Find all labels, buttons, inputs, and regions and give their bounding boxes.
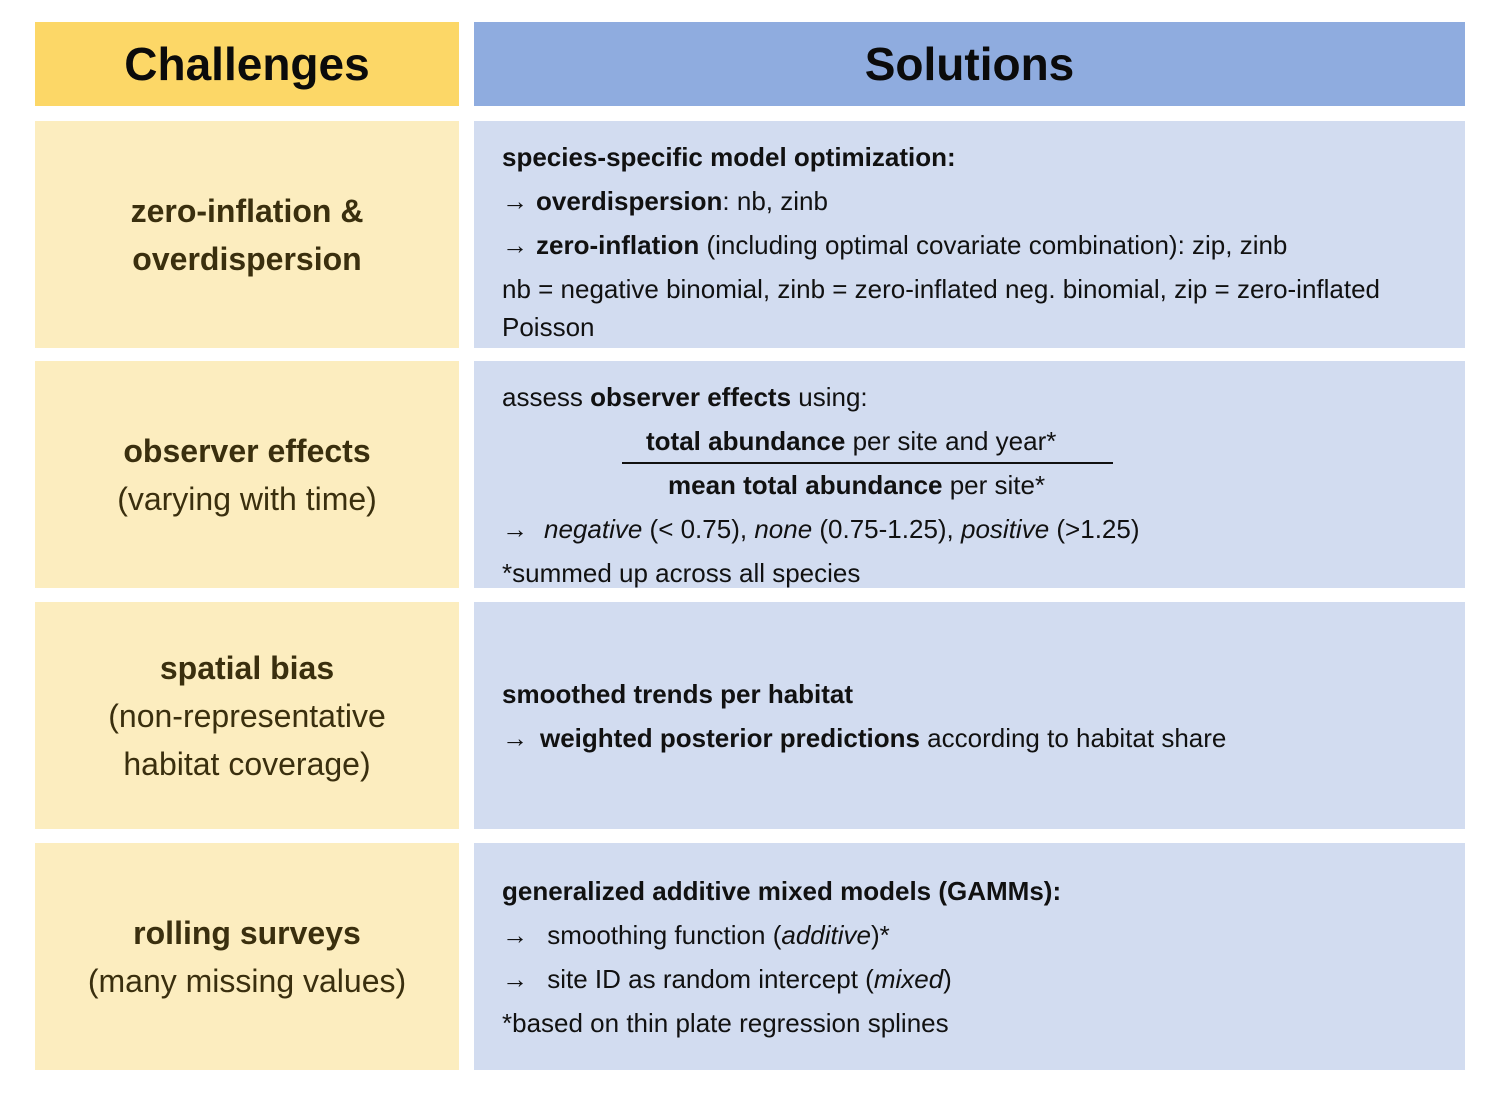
solution-spatial-bias: smoothed trends per habitat → weighted po…: [474, 602, 1465, 829]
fraction-numerator: total abundance per site and year*: [502, 419, 1437, 463]
challenge-zero-inflation: zero-inflation & overdispersion: [35, 121, 459, 348]
solutions-header-label: Solutions: [864, 38, 1075, 90]
solution-abbreviation-note: nb = negative binomial, zinb = zero-infl…: [502, 274, 1381, 342]
solution-item-overdispersion: → overdispersion: nb, zinb: [502, 179, 1437, 223]
solution-categories: → negative (< 0.75), none (0.75-1.25), po…: [502, 507, 1437, 551]
challenge-subtitle: (varying with time): [117, 480, 377, 517]
numerator-bold: total abundance: [646, 426, 846, 456]
fraction-bar: [622, 462, 1113, 464]
solution-item-text-end: ): [943, 964, 952, 994]
challenge-title: rolling surveys: [133, 914, 361, 951]
solution-footnote: *summed up across all species: [502, 558, 861, 588]
abundance-ratio-fraction: total abundance per site and year* mean …: [502, 419, 1437, 507]
solution-item-additive: → smoothing function (additive)*: [502, 913, 1437, 957]
challenge-title-line1: zero-inflation &: [130, 192, 364, 229]
solution-item-mixed: → site ID as random intercept (mixed): [502, 957, 1437, 1001]
arrow-right-icon: →: [502, 230, 528, 260]
solution-gamms: generalized additive mixed models (GAMMs…: [474, 843, 1465, 1070]
solution-item-italic: additive: [781, 920, 871, 950]
category-positive: positive: [961, 514, 1050, 544]
solution-intro-pre: assess: [502, 382, 591, 412]
solution-intro: assess observer effects using:: [502, 375, 1437, 419]
challenges-header-label: Challenges: [124, 38, 370, 90]
solution-item-text: (including optimal covariate combination…: [699, 230, 1288, 260]
arrow-right-icon: →: [502, 964, 528, 994]
arrow-right-icon: →: [502, 186, 528, 216]
solution-item-zero-inflation: → zero-inflation (including optimal covar…: [502, 223, 1437, 267]
category-negative: negative: [544, 514, 643, 544]
solution-item-weighted: → weighted posterior predictions accordin…: [502, 716, 1437, 760]
solution-item-text-end: )*: [870, 920, 890, 950]
challenge-observer-effects: observer effects (varying with time): [35, 361, 459, 588]
category-none-range: (0.75-1.25),: [812, 514, 962, 544]
solution-model-optimization: species-specific model optimization: → ov…: [474, 121, 1465, 348]
solution-item-text: site ID as random intercept (: [540, 964, 874, 994]
solution-heading: species-specific model optimization:: [502, 142, 956, 172]
challenge-title-line2: overdispersion: [132, 240, 362, 277]
arrow-right-icon: →: [502, 514, 528, 544]
solution-intro-bold: observer effects: [590, 382, 792, 412]
solutions-header: Solutions: [474, 22, 1465, 106]
solution-item-italic: mixed: [873, 964, 944, 994]
challenge-title: spatial bias: [159, 649, 335, 686]
category-none: none: [754, 514, 813, 544]
arrow-right-icon: →: [502, 722, 528, 753]
challenge-spatial-bias: spatial bias (non-representative habitat…: [35, 602, 459, 829]
solution-item-bold: weighted posterior predictions: [540, 722, 920, 753]
solution-item-bold: overdispersion: [536, 186, 723, 216]
solution-footnote: *based on thin plate regression splines: [502, 1008, 949, 1038]
challenge-subtitle-line1: (non-representative: [108, 697, 386, 734]
solution-intro-post: using:: [791, 382, 868, 412]
challenges-header: Challenges: [35, 22, 459, 106]
solution-heading: generalized additive mixed models (GAMMs…: [502, 876, 1062, 906]
solution-observer-effects: assess observer effects using: total abu…: [474, 361, 1465, 588]
challenge-subtitle-line2: habitat coverage): [123, 745, 371, 782]
solution-heading: smoothed trends per habitat: [502, 678, 854, 709]
solution-item-bold: zero-inflation: [536, 230, 700, 260]
denominator-text: per site*: [942, 470, 1046, 500]
numerator-text: per site and year*: [845, 426, 1057, 456]
category-negative-range: (< 0.75),: [642, 514, 755, 544]
solution-item-text: smoothing function (: [540, 920, 782, 950]
challenge-rolling-surveys: rolling surveys (many missing values): [35, 843, 459, 1070]
solution-item-text: : nb, zinb: [722, 186, 828, 216]
arrow-right-icon: →: [502, 920, 528, 950]
fraction-denominator: mean total abundance per site*: [502, 463, 1437, 507]
challenge-title: observer effects: [123, 432, 371, 469]
category-positive-range: (>1.25): [1049, 514, 1140, 544]
challenge-subtitle: (many missing values): [87, 962, 407, 999]
solution-item-text: according to habitat share: [919, 722, 1227, 753]
denominator-bold: mean total abundance: [668, 470, 943, 500]
